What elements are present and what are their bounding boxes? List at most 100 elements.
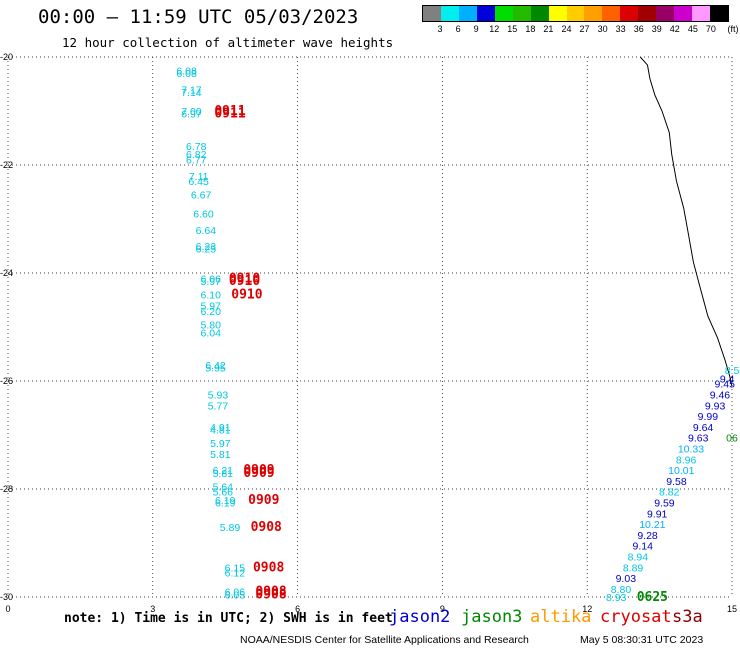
wave-height-label: 6.19 — [215, 498, 236, 510]
legend-swatch — [620, 6, 639, 21]
wave-height-label: 8.93 — [606, 592, 627, 604]
y-tick-label: -26 — [0, 376, 13, 386]
wave-height-label: 6.23 — [196, 241, 217, 253]
wave-height-label: 8.94 — [628, 552, 649, 564]
pass-time-label: 0910 — [229, 271, 260, 286]
legend-tick-label: 15 — [507, 24, 518, 34]
color-legend: 3 6 9 12 15 18 21 24 27 30 33 36 39 42 45 70 (ft) — [422, 5, 739, 39]
pass-time-label: 0908 — [255, 587, 286, 602]
wave-height-label: 10.21 — [639, 519, 665, 531]
legend-swatch — [584, 6, 603, 21]
wave-height-label: 6.25 — [196, 244, 217, 256]
x-tick-label: 0 — [5, 604, 10, 614]
wave-height-label: 8.82 — [659, 487, 680, 499]
wave-height-label: 5.64 — [213, 481, 234, 493]
legend-tick-label: 6 — [455, 24, 461, 34]
legend-tick-label: 27 — [579, 24, 590, 34]
wave-height-label: 6.19 — [215, 495, 236, 507]
credit-text: NOAA/NESDIS Center for Satellite Applica… — [240, 634, 529, 646]
x-tick-label: 3 — [150, 604, 155, 614]
legend-swatch — [476, 6, 495, 21]
wave-height-label: 5.77 — [208, 400, 229, 412]
legend-tick-label: 70 — [705, 24, 716, 34]
y-tick-label: -22 — [0, 160, 13, 170]
pass-time-label: 0911 — [214, 107, 245, 122]
satellite-label-jason2: jason2 — [389, 607, 451, 627]
footer-note: note: 1) Time is in UTC; 2) SWH is in fe… — [64, 611, 393, 626]
wave-height-label: 9.45 — [715, 379, 736, 391]
wave-height-label: 5.97 — [201, 276, 222, 288]
y-tick-label: -20 — [0, 52, 13, 62]
wave-height-label: 6.20 — [201, 306, 222, 318]
satellite-label-jason3: jason3 — [461, 607, 523, 627]
wave-height-label: 8.80 — [611, 584, 632, 596]
legend-tick-label: 3 — [437, 24, 443, 34]
legend-tick-label: 45 — [687, 24, 698, 34]
wave-height-label: 7.17 — [181, 84, 202, 96]
wave-height-label: 6.77 — [186, 155, 207, 167]
timestamp: May 5 08:30:31 UTC 2023 — [580, 634, 704, 646]
legend-swatch — [548, 6, 567, 21]
legend-swatch — [512, 6, 531, 21]
wave-height-label: 5.81 — [210, 449, 231, 461]
wave-height-label: 9.28 — [637, 530, 658, 542]
satellite-label-s3a: s3a — [672, 607, 703, 627]
wave-height-label: 9.59 — [654, 498, 675, 510]
legend-tick-label: 12 — [489, 24, 500, 34]
legend-tick-label: 30 — [597, 24, 608, 34]
wave-height-label: 9.4 — [720, 373, 735, 385]
legend-tick-label: 36 — [633, 24, 644, 34]
legend-swatch — [530, 6, 549, 21]
wave-height-label: 6.06 — [225, 587, 246, 599]
legend-swatch — [638, 6, 657, 21]
page-subtitle: 12 hour collection of altimeter wave hei… — [62, 35, 394, 50]
wave-height-label: 6.10 — [201, 290, 222, 302]
wave-height-label: 5.89 — [220, 522, 241, 534]
legend-swatch — [458, 6, 477, 21]
wave-height-label: 6.12 — [225, 568, 246, 580]
wave-height-label: 8.89 — [623, 562, 644, 574]
wave-height-label: 6.45 — [188, 176, 209, 188]
legend-swatch — [440, 6, 459, 21]
legend-swatch — [566, 6, 585, 21]
legend-tick-label: 18 — [525, 24, 536, 34]
wave-height-label: 9.63 — [688, 433, 709, 445]
wave-height-label: 6.21 — [213, 465, 234, 477]
pass-time-label: 0909 — [248, 493, 279, 508]
wave-height-label: 6.42 — [205, 360, 226, 372]
legend-tick-label: 33 — [615, 24, 626, 34]
wave-height-label: 6.82 — [186, 149, 207, 161]
wave-height-label: 9.99 — [698, 411, 719, 423]
legend-swatch — [656, 6, 675, 21]
wave-height-label: 10.33 — [678, 444, 704, 456]
y-tick-label: -24 — [0, 268, 13, 278]
pass-time-label: 0908 — [253, 560, 284, 575]
legend-tick-label: 24 — [561, 24, 572, 34]
pass-time-label: 0625 — [637, 590, 668, 605]
wave-height-label: 8.96 — [676, 454, 697, 466]
wave-height-label: 9.03 — [616, 573, 637, 585]
wave-height-label: 9.14 — [632, 541, 653, 553]
wave-height-label: 10.01 — [668, 465, 694, 477]
wave-height-label: 6.15 — [225, 562, 246, 574]
legend-swatch — [674, 6, 693, 21]
page-title: 00:00 – 11:59 UTC 05/03/2023 — [38, 6, 359, 28]
legend-swatch — [692, 6, 710, 21]
pass-time-label: 0908 — [255, 585, 286, 600]
wave-height-label: 5.97 — [201, 300, 222, 312]
wave-height-label: 5.80 — [201, 319, 222, 331]
wave-height-label: 9.58 — [666, 476, 687, 488]
wave-height-label: 6.05 — [225, 589, 246, 601]
wave-height-label: 4.91 — [210, 422, 231, 434]
wave-height-label: 5.81 — [213, 468, 234, 480]
wave-height-label: 4.81 — [210, 425, 231, 437]
wave-height-label: 6.78 — [186, 141, 207, 153]
legend-tick-label: 39 — [651, 24, 662, 34]
x-tick-label: 9 — [440, 604, 445, 614]
legend-unit: (ft) — [727, 24, 739, 34]
legend-swatch — [494, 6, 513, 21]
wave-height-label: 6.08 — [176, 68, 197, 80]
y-tick-label: -28 — [0, 484, 13, 494]
legend-swatch — [423, 6, 441, 21]
